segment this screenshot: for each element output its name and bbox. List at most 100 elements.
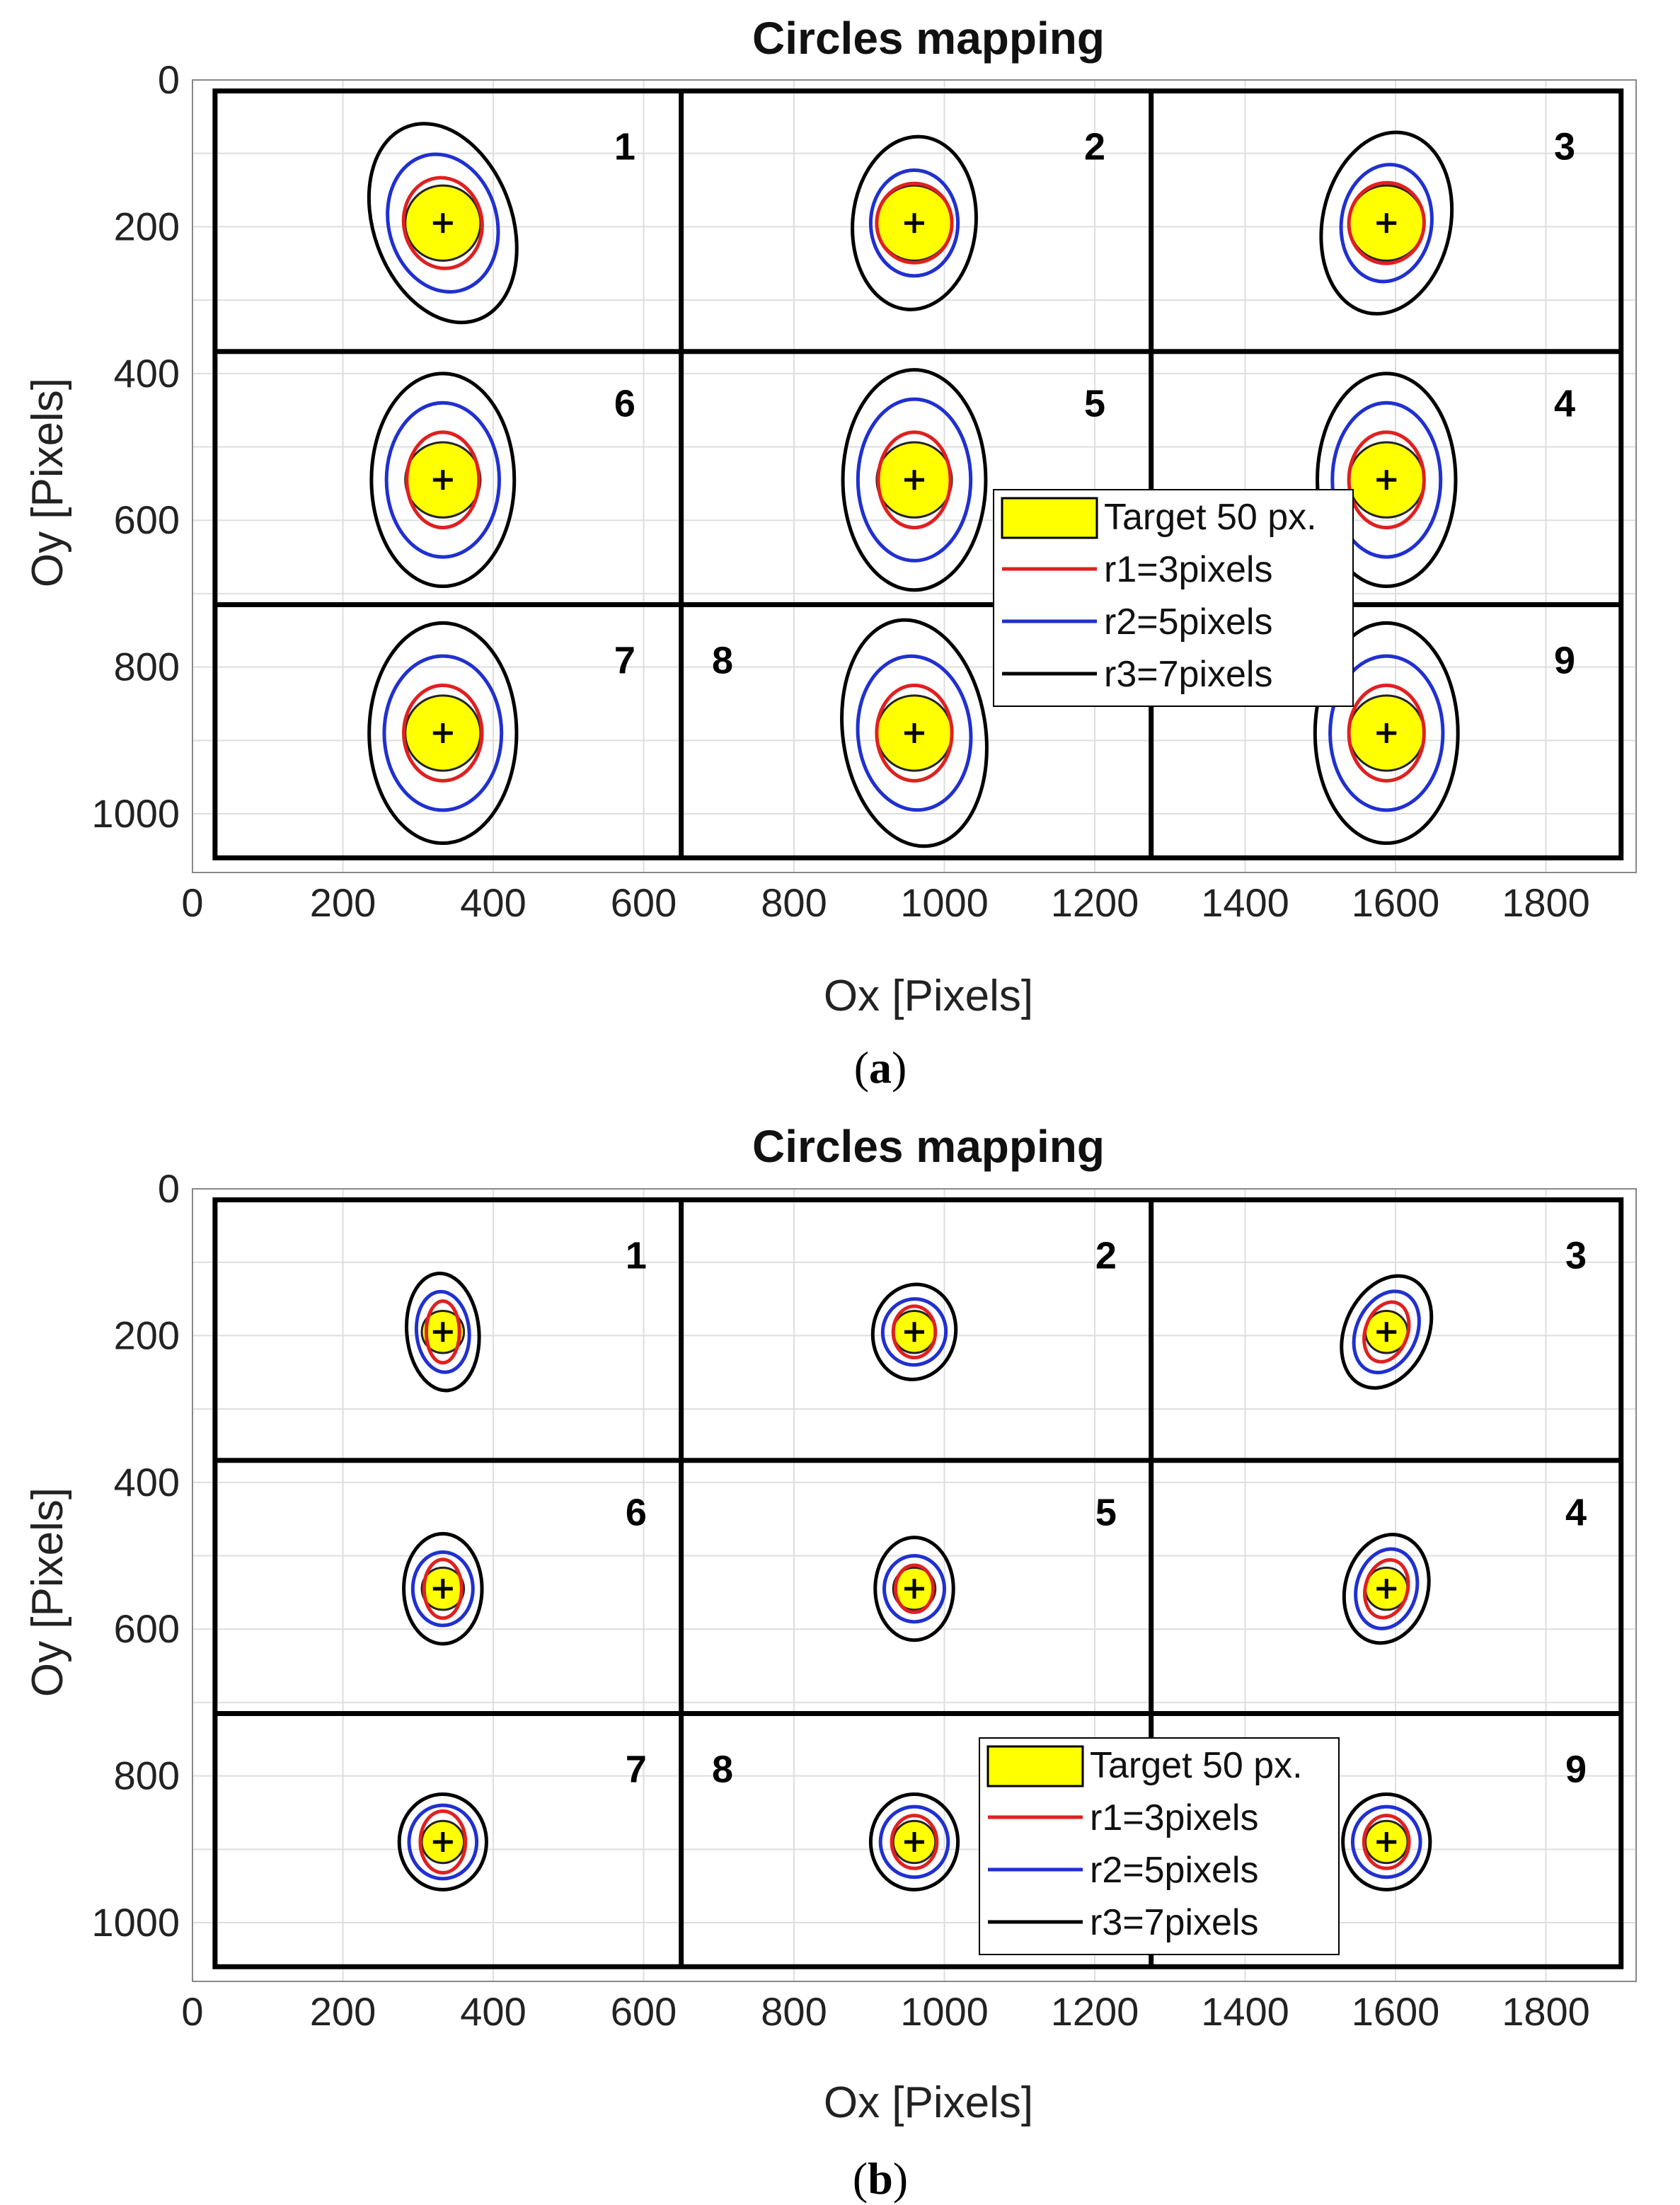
cell-1: 1 (367, 122, 635, 325)
r3-ellipse (397, 1792, 488, 1892)
r2-ellipse (382, 654, 504, 812)
cell-6: 6 (402, 1491, 647, 1646)
x-tick-label: 400 (460, 880, 526, 925)
x-tick-label: 800 (761, 880, 827, 925)
caption-close: ) (893, 2153, 908, 2204)
r1-ellipse (1363, 1558, 1410, 1620)
cell-number: 7 (626, 1748, 647, 1790)
r3-ellipse (1313, 621, 1460, 846)
cell-6: 6 (369, 372, 635, 589)
r1-ellipse (422, 1558, 464, 1620)
cell-9: 9 (1341, 1748, 1587, 1892)
r3-ellipse (404, 1271, 481, 1393)
cell-3: 3 (1319, 125, 1575, 316)
y-tick-label: 600 (114, 497, 180, 542)
r3-ellipse (868, 1792, 960, 1892)
x-tick-label: 1600 (1352, 1989, 1440, 2034)
r2-ellipse (882, 1554, 946, 1624)
legend-entry: r1=3pixels (1104, 549, 1272, 590)
x-tick-label: 1400 (1201, 880, 1289, 925)
cell-number: 7 (614, 639, 635, 681)
legend: Target 50 px. r1=3pixels r2=5pixels r3=7pix… (993, 489, 1354, 707)
r2-ellipse (1354, 1547, 1420, 1630)
legend-entry: r3=7pixels (1090, 1902, 1258, 1943)
caption-open: ( (854, 1042, 869, 1093)
r1-ellipse (418, 1809, 468, 1875)
r1-ellipse (875, 181, 954, 265)
cell-number: 8 (712, 1748, 733, 1790)
r2-ellipse (386, 152, 500, 294)
cell-frame (212, 88, 1624, 860)
r2-ellipse (868, 168, 960, 278)
r3-ellipse (1316, 372, 1458, 589)
x-tick-label: 0 (181, 1989, 203, 2034)
x-axis-label: Ox [Pixels] (824, 972, 1033, 1020)
cell-frame-border (212, 88, 1624, 860)
panel-a: Circles mapping Ox [Pixels] Oy [Pixels] … (23, 13, 1637, 1093)
r3-ellipse (367, 621, 519, 846)
y-tick-label: 0 (158, 1166, 180, 1211)
y-axis-label: Oy [Pixels] (23, 1487, 72, 1697)
r2-ellipse (1350, 1804, 1422, 1879)
cell-number: 2 (1095, 1234, 1117, 1277)
x-tick-label: 200 (310, 1989, 376, 2034)
x-tick-label: 1200 (1051, 880, 1139, 925)
y-tick-label: 0 (158, 57, 180, 102)
r1-ellipse (890, 1814, 939, 1870)
r1-ellipse (402, 684, 484, 783)
cell-number: 4 (1565, 1491, 1587, 1533)
r1-ellipse (1347, 180, 1426, 265)
x-tick-label: 800 (761, 1989, 827, 2034)
x-tick-label: 1400 (1201, 1989, 1289, 2034)
cell-number: 9 (1565, 1748, 1587, 1790)
axes-box (192, 1188, 1637, 1982)
caption-letter: b (868, 2153, 893, 2204)
x-tick-label: 600 (611, 1989, 677, 2034)
cell-number: 9 (1554, 639, 1575, 681)
r1-ellipse (876, 430, 953, 530)
x-tick-label: 1800 (1502, 1989, 1590, 2034)
y-tick-label: 1000 (91, 791, 180, 836)
cell-1: 1 (404, 1234, 647, 1393)
y-tick-label: 1000 (91, 1900, 180, 1945)
caption-close: ) (892, 1042, 907, 1093)
cell-number: 3 (1554, 125, 1575, 168)
r1-ellipse (1347, 684, 1426, 783)
r1-ellipse (891, 1304, 938, 1360)
axes-box (192, 79, 1637, 873)
chart-title: Circles mapping (752, 1121, 1105, 1172)
r2-ellipse (1328, 654, 1445, 812)
legend-entry: r2=5pixels (1104, 601, 1272, 643)
caption-open: ( (853, 2153, 868, 2204)
legend-entry: r3=7pixels (1104, 654, 1272, 695)
r3-ellipse (870, 1282, 958, 1381)
x-tick-label: 1600 (1352, 880, 1440, 925)
r1-ellipse (875, 684, 954, 783)
r3-ellipse (873, 1536, 955, 1642)
cell-8: 8 (712, 1748, 960, 1892)
y-tick-label: 400 (114, 1460, 180, 1504)
x-tick-label: 1000 (900, 1989, 989, 2034)
x-tick-label: 1200 (1051, 1989, 1139, 2034)
r2-ellipse (407, 1803, 479, 1881)
r2-ellipse (384, 401, 501, 559)
r2-ellipse (414, 1289, 471, 1374)
r3-ellipse (1340, 1274, 1434, 1390)
cell-number: 5 (1084, 382, 1105, 425)
cell-8: 8 (712, 618, 989, 848)
x-tick-label: 1000 (900, 880, 989, 925)
r3-ellipse (402, 1531, 484, 1646)
r2-ellipse (1352, 1289, 1421, 1375)
y-tick-label: 800 (114, 1754, 180, 1798)
cell-3: 3 (1340, 1234, 1587, 1390)
cell-5: 5 (841, 368, 1105, 592)
r1-ellipse (1347, 430, 1426, 530)
cell-number: 2 (1084, 125, 1105, 168)
cell-4: 4 (1316, 372, 1575, 589)
r1-ellipse (1362, 1814, 1411, 1870)
y-tick-label: 200 (114, 204, 180, 248)
cell-2: 2 (851, 125, 1105, 311)
r3-ellipse (1341, 1792, 1432, 1892)
r3-ellipse (1342, 1533, 1431, 1645)
